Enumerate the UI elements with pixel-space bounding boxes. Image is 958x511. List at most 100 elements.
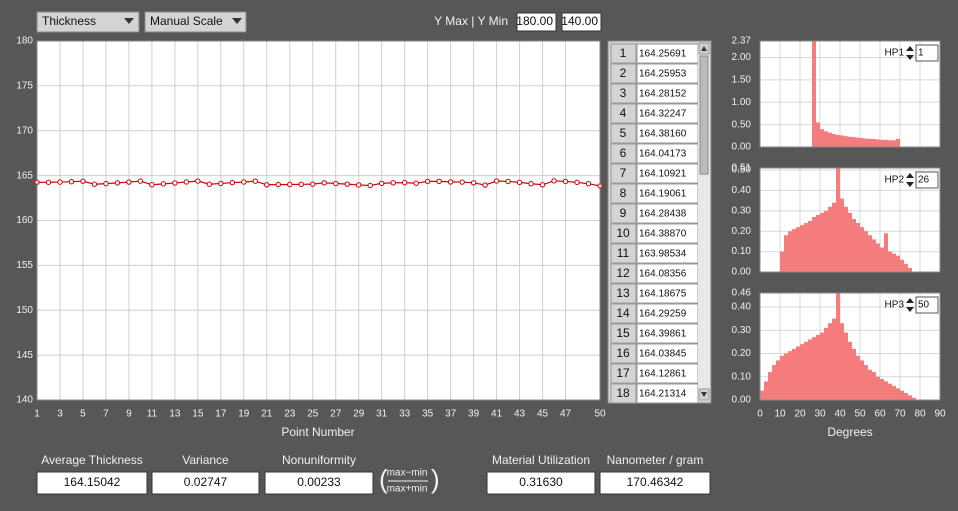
data-point [126,179,132,185]
hist-bar [772,365,776,400]
hist-x-label: Degrees [827,425,872,439]
measure-dropdown[interactable] [36,11,140,33]
row-index: 6 [620,146,627,160]
hist-bar [808,339,812,400]
hist-bar [876,376,880,400]
hist-bar [760,390,764,400]
hist-bar [788,231,792,272]
row-value: 164.04173 [639,149,687,160]
index-input[interactable] [915,44,939,62]
hist-bar [864,231,868,272]
hist-bar [884,381,888,400]
y-tick-label: 0.50 [732,119,752,130]
x-tick-label: 41 [491,409,503,420]
hist-bar [780,251,784,272]
hist-bar [884,139,888,147]
scale-dropdown[interactable] [144,11,247,33]
y-tick-label: 0.30 [732,325,752,336]
row-value: 164.08356 [639,269,687,280]
x-tick-label: 20 [794,409,806,420]
data-point [298,181,304,188]
hist-bar [848,212,852,272]
data-point [103,180,109,187]
data-point [206,181,213,187]
x-tick-label: 23 [284,409,296,420]
hist-bar [856,223,860,272]
hist-bar [812,216,816,272]
y-tick-label: 0.50 [732,165,752,176]
row-value: 164.18675 [639,289,687,300]
row-value: 164.19061 [639,189,687,200]
x-tick-label: 40 [834,409,846,420]
hist-bar [796,346,800,400]
data-point [424,178,431,185]
index-input[interactable] [915,296,939,314]
data-point [137,178,144,184]
row-index-cell [610,263,637,284]
ymin-value: 140.00 [561,14,598,28]
row-index: 14 [616,306,630,320]
x-tick-label: 90 [934,409,946,420]
hist-bar [872,138,876,147]
data-point [505,178,511,185]
ymax-input[interactable] [516,12,557,32]
row-index: 9 [620,206,627,220]
hist-bar [784,235,788,272]
table-rows: 1 164.25691 2 164.25953 3 164.28152 4 164.32247… [610,43,699,404]
data-point [218,180,224,187]
field-value: 0.02747 [184,475,228,489]
ymin-input[interactable] [561,12,602,32]
hist-bar [840,198,844,272]
hist-bar [844,206,848,272]
row-value: 164.32247 [639,109,687,120]
data-point [447,179,454,185]
data-point [482,182,488,188]
ymax-ymin-label: Y Max | Y Min [434,14,508,28]
index-input[interactable] [915,171,939,189]
data-point [344,181,350,187]
hist-bar [856,355,860,400]
index-value: 1 [918,48,924,59]
row-index-cell [610,303,637,324]
hist-bar [820,129,824,147]
hist-bar [816,334,820,400]
x-tick-label: 27 [330,409,342,420]
hist-bar [764,381,768,400]
x-tick-label: 31 [376,409,388,420]
data-point [160,181,167,187]
hist-bar [832,202,836,272]
row-index: 3 [620,86,627,100]
y-tick-label: 0.00 [732,267,752,278]
x-axis-label: Point Number [281,425,354,439]
hist-bar [828,132,832,147]
hist-bar [896,388,900,400]
row-index-cell [610,323,637,344]
hist-frame [759,167,941,273]
data-point [80,178,86,184]
y-tick-label: 150 [16,305,33,316]
ratio-denominator: max+min [387,484,428,495]
hist-bar [816,122,820,147]
hist-bar [800,344,804,400]
spinner [906,298,914,312]
x-tick-label: 47 [560,409,572,420]
x-tick-label: 70 [894,409,906,420]
hist-bar [836,293,840,400]
data-point [172,180,178,186]
hist-bar [888,140,892,147]
hist-bar [860,227,864,272]
data-point [68,179,75,185]
x-tick-label: 10 [774,409,786,420]
x-tick-label: 17 [215,409,227,420]
hist-bar [896,255,900,272]
field-box [486,471,596,495]
hist-bar [828,323,832,400]
data-point [275,181,281,188]
hist-bar [824,131,828,147]
row-index: 18 [616,386,630,400]
row-index-cell [610,363,637,384]
data-point [195,178,201,184]
row-index: 1 [620,46,627,60]
scroll-thumb[interactable] [699,55,709,175]
hist-bar [852,137,856,147]
